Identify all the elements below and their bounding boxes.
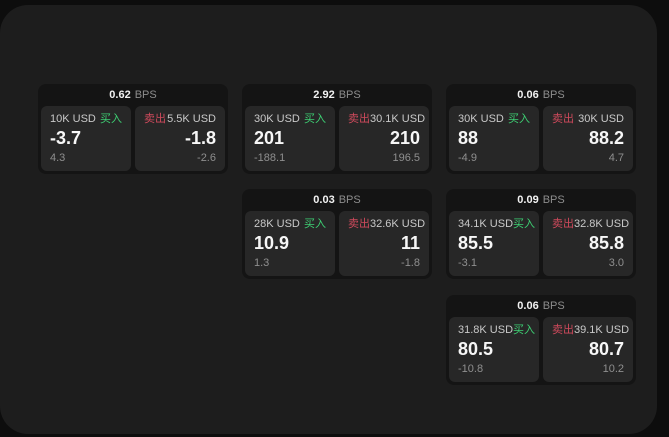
- quote-card: 0.06 BPS 30K USD 买入 88 -4.9 卖出 30K USD 8…: [446, 84, 636, 174]
- sell-side-label: 卖出: [144, 113, 166, 125]
- bps-value: 0.03: [313, 193, 335, 206]
- sell-price: 80.7: [588, 339, 624, 360]
- buy-amount: 28K USD: [254, 218, 300, 230]
- buy-tile[interactable]: 34.1K USD 买入 85.5 -3.1: [449, 211, 539, 276]
- sell-amount: 39.1K USD: [574, 324, 630, 336]
- buy-price: 201: [254, 128, 285, 149]
- buy-side-label: 买入: [100, 113, 122, 125]
- bps-unit-label: BPS: [338, 193, 361, 206]
- buy-delta: -4.9: [458, 151, 477, 164]
- buy-tile[interactable]: 30K USD 买入 88 -4.9: [449, 106, 539, 171]
- sell-delta: 196.5: [392, 151, 420, 164]
- bps-unit-label: BPS: [542, 88, 565, 101]
- buy-price: -3.7: [50, 128, 82, 149]
- quote-card: 0.03 BPS 28K USD 买入 10.9 1.3 卖出 32.6K US…: [242, 189, 432, 279]
- card-body: 28K USD 买入 10.9 1.3 卖出 32.6K USD 11 -1.8: [242, 211, 432, 279]
- buy-side-label: 买入: [513, 324, 536, 336]
- buy-tile[interactable]: 28K USD 买入 10.9 1.3: [245, 211, 335, 276]
- sell-side-label: 卖出: [348, 218, 370, 230]
- card-header: 0.06 BPS: [446, 295, 636, 317]
- sell-tile[interactable]: 卖出 30K USD 88.2 4.7: [543, 106, 633, 171]
- sell-amount: 32.6K USD: [370, 218, 426, 230]
- sell-side-label: 卖出: [552, 324, 574, 336]
- card-body: 34.1K USD 买入 85.5 -3.1 卖出 32.8K USD 85.8…: [446, 211, 636, 279]
- card-body: 30K USD 买入 201 -188.1 卖出 30.1K USD 210 1…: [242, 106, 432, 174]
- card-header: 0.09 BPS: [446, 189, 636, 211]
- bps-unit-label: BPS: [338, 88, 361, 101]
- bps-value: 0.09: [517, 193, 539, 206]
- buy-delta: 4.3: [50, 151, 66, 164]
- buy-tile[interactable]: 10K USD 买入 -3.7 4.3: [41, 106, 131, 171]
- buy-delta: 1.3: [254, 256, 270, 269]
- sell-side-label: 卖出: [348, 113, 370, 125]
- buy-amount: 34.1K USD: [458, 218, 514, 230]
- buy-side-label: 买入: [508, 113, 530, 125]
- sell-price: 85.8: [588, 233, 624, 254]
- bps-unit-label: BPS: [542, 193, 565, 206]
- card-header: 0.62 BPS: [38, 84, 228, 106]
- quote-card: 0.06 BPS 31.8K USD 买入 80.5 -10.8 卖出 39.1…: [446, 295, 636, 385]
- sell-delta: 3.0: [608, 256, 624, 269]
- card-body: 10K USD 买入 -3.7 4.3 卖出 5.5K USD -1.8 -2.…: [38, 106, 228, 174]
- bps-value: 0.06: [517, 299, 539, 312]
- buy-tile[interactable]: 30K USD 买入 201 -188.1: [245, 106, 335, 171]
- quote-card: 0.62 BPS 10K USD 买入 -3.7 4.3 卖出 5.5K USD…: [38, 84, 228, 174]
- bps-value: 0.06: [517, 88, 539, 101]
- buy-side-label: 买入: [304, 113, 326, 125]
- card-header: 2.92 BPS: [242, 84, 432, 106]
- sell-price: -1.8: [184, 128, 216, 149]
- bps-value: 2.92: [313, 88, 335, 101]
- buy-side-label: 买入: [513, 218, 536, 230]
- sell-amount: 5.5K USD: [167, 113, 216, 125]
- buy-amount: 30K USD: [458, 113, 504, 125]
- sell-price: 210: [389, 128, 420, 149]
- bps-value: 0.62: [109, 88, 131, 101]
- card-header: 0.06 BPS: [446, 84, 636, 106]
- sell-side-label: 卖出: [552, 218, 574, 230]
- buy-price: 88: [458, 128, 479, 149]
- sell-delta: -2.6: [197, 151, 216, 164]
- sell-side-label: 卖出: [552, 113, 574, 125]
- buy-delta: -188.1: [254, 151, 286, 164]
- sell-price: 11: [400, 233, 420, 254]
- quote-card: 2.92 BPS 30K USD 买入 201 -188.1 卖出 30.1K …: [242, 84, 432, 174]
- sell-tile[interactable]: 卖出 5.5K USD -1.8 -2.6: [135, 106, 225, 171]
- buy-amount: 10K USD: [50, 113, 96, 125]
- sell-delta: -1.8: [401, 256, 420, 269]
- sell-tile[interactable]: 卖出 32.8K USD 85.8 3.0: [543, 211, 633, 276]
- buy-price: 10.9: [254, 233, 290, 254]
- sell-tile[interactable]: 卖出 30.1K USD 210 196.5: [339, 106, 429, 171]
- sell-amount: 32.8K USD: [574, 218, 630, 230]
- bps-unit-label: BPS: [134, 88, 157, 101]
- sell-tile[interactable]: 卖出 39.1K USD 80.7 10.2: [543, 317, 633, 382]
- card-body: 31.8K USD 买入 80.5 -10.8 卖出 39.1K USD 80.…: [446, 317, 636, 385]
- bps-unit-label: BPS: [542, 299, 565, 312]
- buy-amount: 31.8K USD: [458, 324, 514, 336]
- buy-price: 85.5: [458, 233, 494, 254]
- buy-delta: -3.1: [458, 256, 477, 269]
- buy-price: 80.5: [458, 339, 494, 360]
- sell-price: 88.2: [588, 128, 624, 149]
- buy-tile[interactable]: 31.8K USD 买入 80.5 -10.8: [449, 317, 539, 382]
- card-body: 30K USD 买入 88 -4.9 卖出 30K USD 88.2 4.7: [446, 106, 636, 174]
- sell-amount: 30K USD: [578, 113, 624, 125]
- buy-side-label: 买入: [304, 218, 326, 230]
- buy-delta: -10.8: [458, 362, 484, 375]
- sell-amount: 30.1K USD: [370, 113, 426, 125]
- quote-card: 0.09 BPS 34.1K USD 买入 85.5 -3.1 卖出 32.8K…: [446, 189, 636, 279]
- card-header: 0.03 BPS: [242, 189, 432, 211]
- sell-tile[interactable]: 卖出 32.6K USD 11 -1.8: [339, 211, 429, 276]
- buy-amount: 30K USD: [254, 113, 300, 125]
- sell-delta: 4.7: [608, 151, 624, 164]
- sell-delta: 10.2: [602, 362, 624, 375]
